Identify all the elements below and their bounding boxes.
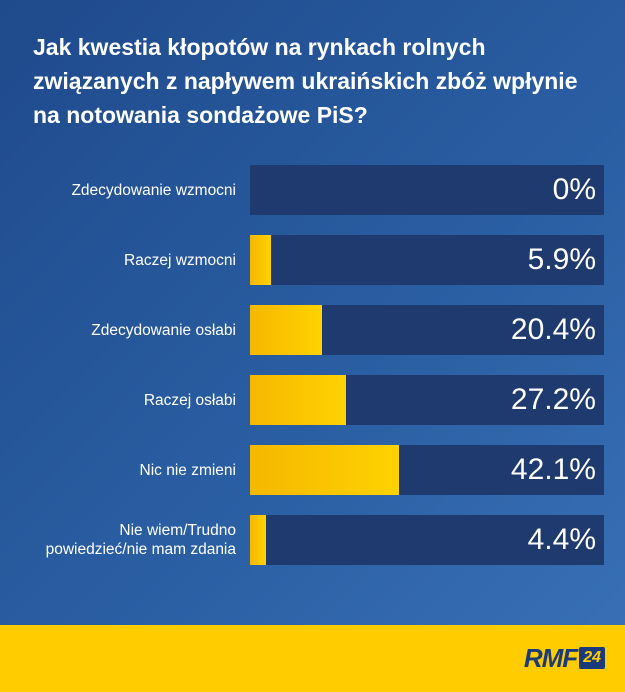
value-label: 20.4% [510,313,596,346]
value-label: 42.1% [510,453,596,486]
category-label: Nic nie zmieni [139,461,236,479]
category-label: Raczej wzmocni [124,251,236,269]
logo-text: RMF [523,642,578,673]
category-label: Raczej osłabi [143,391,236,409]
bar-track [250,235,604,285]
footer-bar: RMF 24 [0,625,625,692]
value-label: 0% [552,173,596,206]
rmf24-logo: RMF 24 [523,642,605,673]
bar-chart: Zdecydowanie wzmocni 0% Raczej wzmocni 5.9%… [45,165,604,565]
bar-track [250,515,604,565]
category-label: Nie wiem/Trudno powiedzieć/nie mam zdani… [45,522,236,558]
category-label: Zdecydowanie wzmocni [71,181,236,199]
chart-title: Jak kwestia kłopotów na rynkach rolnych … [33,34,578,128]
bar-track [250,165,604,215]
bar [250,515,266,565]
bar [250,375,347,425]
category-label: Zdecydowanie osłabi [91,321,236,339]
bar [250,445,400,495]
value-label: 5.9% [527,243,596,276]
bar [250,305,323,355]
value-label: 27.2% [510,383,596,416]
bar [250,235,271,285]
logo-badge: 24 [579,647,605,669]
value-label: 4.4% [527,523,596,556]
